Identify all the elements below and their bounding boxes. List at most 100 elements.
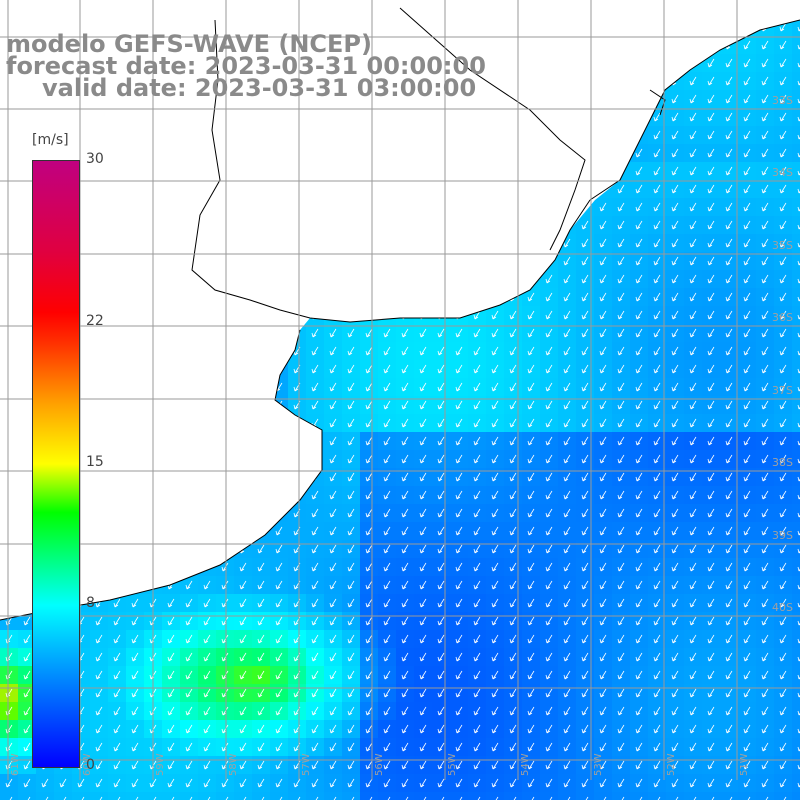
wind-arrow <box>689 148 697 158</box>
wind-arrow <box>545 454 553 464</box>
wind-arrow <box>401 472 409 482</box>
wind-arrow <box>635 292 643 302</box>
wind-arrow <box>185 760 193 770</box>
wind-arrow <box>707 94 715 104</box>
wind-cell <box>270 792 289 800</box>
wind-arrow <box>23 706 31 716</box>
wind-arrow <box>329 598 337 608</box>
wind-cell <box>144 792 163 800</box>
wind-arrow <box>167 742 175 752</box>
wind-arrow <box>383 418 391 428</box>
wind-arrow <box>455 580 463 590</box>
wind-arrow <box>725 580 733 590</box>
wind-arrow <box>635 634 643 644</box>
wind-cell <box>252 792 271 800</box>
wind-cell <box>792 234 800 253</box>
wind-arrow <box>455 400 463 410</box>
wind-arrow <box>113 634 121 644</box>
wind-arrow <box>365 598 373 608</box>
wind-arrow <box>725 634 733 644</box>
wind-arrow <box>743 112 751 122</box>
wind-arrow <box>707 76 715 86</box>
wind-arrow <box>707 742 715 752</box>
wind-arrow <box>203 616 211 626</box>
wind-arrow <box>761 652 769 662</box>
wind-arrow <box>689 634 697 644</box>
wind-arrow <box>383 544 391 554</box>
wind-arrow <box>653 166 661 176</box>
wind-arrow <box>383 454 391 464</box>
wind-arrow <box>599 688 607 698</box>
wind-arrow <box>81 796 85 800</box>
wind-arrow <box>275 526 283 536</box>
wind-arrow <box>473 472 481 482</box>
wind-arrow <box>95 634 103 644</box>
wind-arrow <box>671 292 679 302</box>
wind-arrow <box>311 490 319 500</box>
wind-arrow <box>707 238 715 248</box>
wind-arrow <box>491 310 499 320</box>
wind-arrow <box>725 472 733 482</box>
wind-arrow <box>239 670 247 680</box>
wind-arrow <box>257 652 265 662</box>
wind-arrow <box>351 796 355 800</box>
wind-arrow <box>473 328 481 338</box>
wind-arrow <box>599 490 607 500</box>
wind-cell <box>306 792 325 800</box>
wind-arrow <box>743 724 751 734</box>
wind-arrow <box>383 742 391 752</box>
wind-arrow <box>689 130 697 140</box>
wind-arrow <box>653 508 661 518</box>
wind-arrow <box>779 724 787 734</box>
wind-arrow <box>635 472 643 482</box>
wind-arrow <box>167 652 175 662</box>
wind-arrow <box>689 724 697 734</box>
wind-arrow <box>563 526 571 536</box>
wind-arrow <box>329 634 337 644</box>
wind-arrow <box>545 544 553 554</box>
wind-arrow <box>455 364 463 374</box>
wind-arrow <box>617 472 625 482</box>
wind-arrow <box>239 598 247 608</box>
wind-arrow <box>383 706 391 716</box>
wind-cell <box>126 792 145 800</box>
wind-arrow <box>329 400 337 410</box>
wind-arrow <box>599 706 607 716</box>
wind-arrow <box>491 346 499 356</box>
wind-arrow <box>671 472 679 482</box>
wind-arrow <box>311 634 319 644</box>
wind-arrow <box>311 544 319 554</box>
wind-arrow <box>725 256 733 266</box>
wind-arrow <box>545 274 553 284</box>
wind-arrow <box>509 598 517 608</box>
wind-arrow <box>635 508 643 518</box>
wind-arrow <box>131 760 139 770</box>
wind-arrow <box>491 436 499 446</box>
wind-arrow <box>617 418 625 428</box>
wind-arrow <box>437 616 445 626</box>
wind-arrow <box>563 706 571 716</box>
wind-arrow <box>581 490 589 500</box>
wind-arrow <box>779 184 787 194</box>
wind-arrow <box>761 418 769 428</box>
wind-arrow <box>653 184 661 194</box>
wind-arrow <box>743 544 751 554</box>
wind-arrow <box>635 742 643 752</box>
wind-arrow <box>707 688 715 698</box>
wind-arrow <box>347 472 355 482</box>
wind-arrow <box>329 454 337 464</box>
wind-cell <box>792 324 800 343</box>
wind-arrow <box>779 580 787 590</box>
wind-arrow <box>599 670 607 680</box>
wind-arrow <box>383 580 391 590</box>
wind-arrow <box>581 274 589 284</box>
wind-arrow <box>491 454 499 464</box>
wind-arrow <box>617 742 625 752</box>
wind-arrow <box>437 742 445 752</box>
wind-arrow <box>401 616 409 626</box>
wind-arrow <box>689 598 697 608</box>
wind-cell <box>792 792 800 800</box>
wind-cell <box>792 162 800 181</box>
wind-arrow <box>27 796 31 800</box>
wind-arrow <box>365 472 373 482</box>
